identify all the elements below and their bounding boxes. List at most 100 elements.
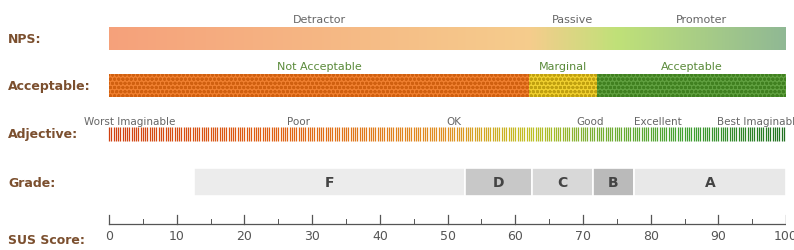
Bar <box>304 28 306 51</box>
Bar <box>387 28 388 51</box>
Bar <box>688 28 690 51</box>
Bar <box>693 28 695 51</box>
Bar <box>781 28 783 51</box>
Bar <box>221 28 222 51</box>
Bar <box>290 28 292 51</box>
Bar <box>314 28 315 51</box>
Bar <box>762 28 764 51</box>
Text: Grade:: Grade: <box>8 176 56 189</box>
Text: Promoter: Promoter <box>676 15 727 25</box>
Bar <box>255 28 256 51</box>
Bar <box>485 28 487 51</box>
Bar <box>240 28 241 51</box>
Bar <box>665 28 666 51</box>
Bar <box>237 28 240 51</box>
Bar <box>270 28 272 51</box>
Bar <box>608 28 610 51</box>
Bar <box>611 28 614 51</box>
Bar <box>121 28 122 51</box>
Bar <box>442 28 444 51</box>
Bar <box>129 28 131 51</box>
Bar <box>418 28 421 51</box>
Bar <box>576 28 578 51</box>
Bar <box>524 28 526 51</box>
Bar <box>596 74 786 98</box>
Bar <box>690 28 692 51</box>
Bar <box>650 28 653 51</box>
Bar <box>657 28 659 51</box>
Bar <box>433 28 434 51</box>
Bar <box>481 28 483 51</box>
Bar <box>372 28 373 51</box>
Bar <box>165 28 167 51</box>
Text: 20: 20 <box>237 230 252 242</box>
Bar <box>754 28 756 51</box>
Bar <box>605 28 607 51</box>
Bar <box>300 28 302 51</box>
Text: 0: 0 <box>105 230 113 242</box>
Bar <box>595 28 596 51</box>
Bar <box>757 28 759 51</box>
Bar <box>214 28 216 51</box>
Text: Passive: Passive <box>552 15 593 25</box>
Bar <box>752 28 754 51</box>
Bar <box>373 28 375 51</box>
Bar <box>197 28 198 51</box>
Bar <box>662 28 665 51</box>
Bar <box>219 28 221 51</box>
Bar <box>415 28 417 51</box>
Bar <box>402 28 403 51</box>
Text: Best Imaginable: Best Imaginable <box>717 116 794 126</box>
Bar <box>145 28 146 51</box>
Bar <box>502 28 503 51</box>
Bar <box>434 28 436 51</box>
Bar <box>734 28 735 51</box>
Bar <box>299 28 300 51</box>
Bar <box>446 28 448 51</box>
Bar <box>424 28 426 51</box>
Bar <box>722 28 723 51</box>
Bar <box>541 28 542 51</box>
Bar <box>192 28 194 51</box>
Bar <box>412 28 414 51</box>
Bar <box>626 28 627 51</box>
Bar <box>231 28 233 51</box>
Bar <box>602 28 603 51</box>
Bar <box>637 28 639 51</box>
Bar <box>229 28 231 51</box>
Bar <box>779 28 781 51</box>
Bar <box>390 28 391 51</box>
Bar <box>703 28 705 51</box>
Bar <box>495 28 497 51</box>
Bar <box>312 28 314 51</box>
Bar <box>113 28 114 51</box>
Bar <box>466 28 468 51</box>
Bar <box>656 28 657 51</box>
Bar <box>399 28 400 51</box>
Bar <box>216 28 218 51</box>
Bar <box>436 28 437 51</box>
Bar <box>719 28 720 51</box>
Bar <box>464 168 532 197</box>
Bar <box>635 28 637 51</box>
Bar <box>771 28 773 51</box>
Bar <box>568 28 569 51</box>
Bar <box>279 28 280 51</box>
Bar <box>764 28 765 51</box>
Bar <box>358 28 360 51</box>
Bar <box>168 28 170 51</box>
Text: 80: 80 <box>642 230 659 242</box>
Bar <box>150 28 152 51</box>
Bar <box>711 28 713 51</box>
Bar <box>297 28 299 51</box>
Bar <box>160 28 161 51</box>
Bar <box>532 28 534 51</box>
Bar <box>370 28 372 51</box>
Bar <box>520 28 522 51</box>
Bar <box>729 28 730 51</box>
Bar <box>172 28 173 51</box>
Bar <box>756 28 757 51</box>
Bar <box>427 28 429 51</box>
Bar <box>158 28 160 51</box>
Bar <box>529 28 530 51</box>
